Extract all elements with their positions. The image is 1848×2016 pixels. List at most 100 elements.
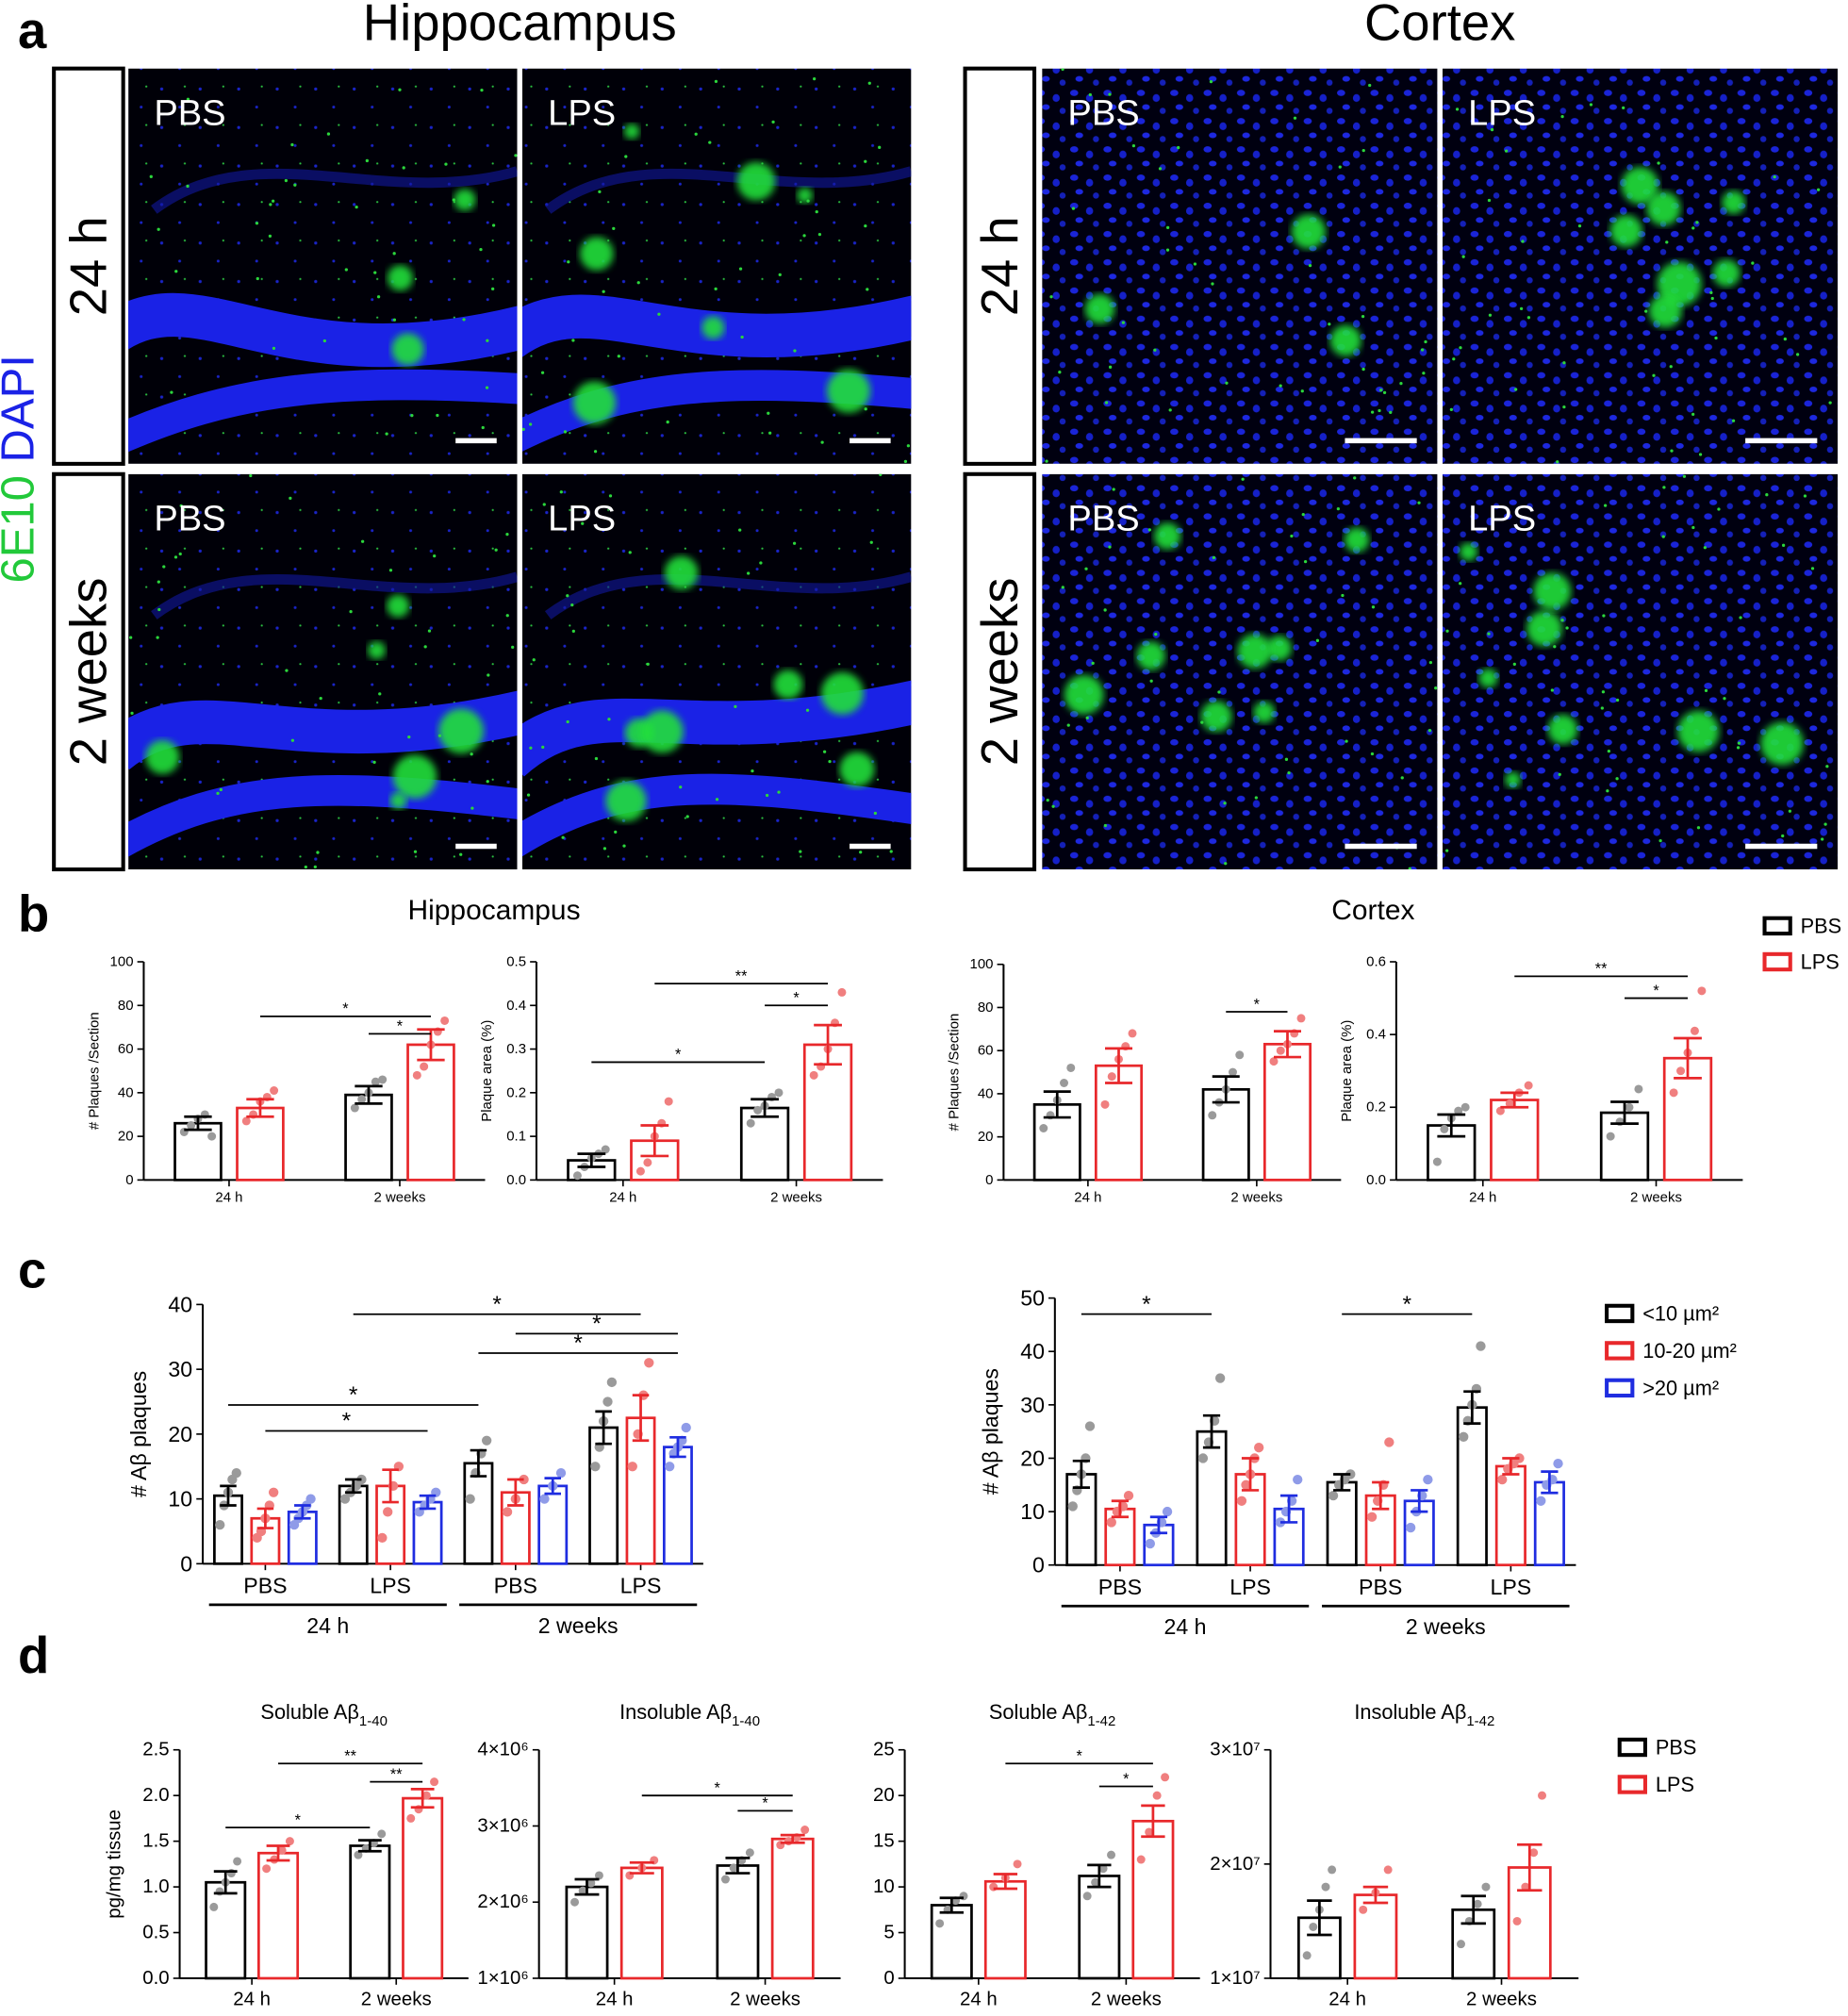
data-point	[1013, 1859, 1022, 1869]
data-point	[1293, 1474, 1303, 1485]
speck	[1400, 776, 1404, 780]
cell-layer-faint	[544, 571, 912, 620]
treatment-label: LPS	[548, 500, 616, 539]
micrograph-content	[128, 473, 518, 869]
bar	[1296, 1916, 1342, 1980]
y-tick-label: 20	[978, 1129, 994, 1145]
speck	[479, 247, 483, 252]
data-point	[1457, 1940, 1465, 1949]
speck	[491, 287, 495, 290]
data-point	[1328, 1490, 1339, 1501]
speck	[1606, 789, 1609, 793]
legend-label: LPS	[1656, 1773, 1694, 1796]
significance-label: *	[342, 1409, 352, 1434]
speck	[1781, 543, 1786, 547]
error-bar	[507, 1478, 524, 1507]
speck	[1382, 390, 1387, 394]
speck	[186, 97, 190, 101]
y-tick-label: 40	[978, 1085, 994, 1101]
data-point	[1084, 1421, 1096, 1431]
speck	[657, 312, 661, 316]
chart-title: Insoluble Aβ1-42	[1354, 1700, 1494, 1729]
plaque	[640, 710, 684, 753]
y-tick-label: 100	[110, 953, 134, 969]
data-point	[643, 1158, 652, 1167]
cell-layer	[128, 369, 518, 453]
speck	[255, 222, 259, 225]
chart-title: Soluble Aβ1-40	[260, 1700, 387, 1729]
significance-label: *	[592, 1312, 602, 1337]
significance-label: *	[342, 1000, 349, 1017]
y-tick-label: 0.2	[1366, 1099, 1386, 1115]
group-label: 2 weeks	[1406, 1614, 1486, 1639]
speck	[1487, 198, 1492, 203]
plaque	[1344, 527, 1370, 553]
data-point	[1241, 1479, 1251, 1490]
speck	[319, 697, 322, 701]
speck	[1085, 716, 1089, 719]
speck	[1328, 322, 1331, 326]
y-tick-label: 60	[118, 1041, 134, 1057]
error-bar	[382, 1468, 399, 1504]
plaque	[701, 316, 725, 339]
speck	[1695, 221, 1699, 224]
data-point	[1459, 1431, 1469, 1443]
x-tick-label: PBS	[1098, 1575, 1142, 1599]
speck	[864, 224, 867, 228]
data-point	[187, 1121, 196, 1131]
speck	[485, 386, 489, 389]
speck	[1828, 401, 1832, 405]
speck	[1428, 660, 1433, 665]
chart: 0 5 10 15 20 25 Soluble Aβ1-42 24 h 2 weeks * *	[873, 1700, 1200, 2010]
bar	[1131, 1819, 1175, 1980]
speck	[903, 459, 908, 464]
y-tick-label: 0.0	[1366, 1172, 1386, 1188]
plaque	[605, 780, 647, 822]
speck	[1046, 799, 1049, 802]
speck	[1290, 534, 1294, 538]
speck	[157, 227, 160, 231]
speck	[594, 756, 599, 761]
error-bar	[1674, 1036, 1702, 1080]
data-point	[1060, 1078, 1069, 1087]
speck	[162, 565, 166, 569]
speck	[178, 552, 182, 556]
chart-title-main: Insoluble Aβ	[619, 1700, 732, 1724]
speck	[567, 260, 570, 264]
error-bar	[1202, 1413, 1221, 1449]
speck	[1424, 339, 1427, 344]
y-axis-label: Plaque area (%)	[1339, 1020, 1355, 1122]
y-tick-label: 0.4	[506, 998, 526, 1014]
speck	[571, 629, 575, 633]
plaque	[1533, 572, 1572, 610]
data-point	[627, 1462, 637, 1472]
section-title: Hippocampus	[408, 895, 581, 926]
speck	[494, 548, 498, 552]
speck	[859, 851, 863, 854]
error-bar	[1517, 1842, 1543, 1892]
significance-label: **	[344, 1748, 356, 1765]
speck	[392, 318, 397, 322]
speck	[778, 273, 782, 277]
y-tick-label: 1×10⁶	[477, 1968, 528, 1989]
data-point	[1254, 1442, 1264, 1453]
speck	[1338, 165, 1342, 169]
cell-layer	[128, 775, 518, 857]
y-tick-label: 25	[873, 1740, 895, 1760]
significance-label: **	[390, 1766, 403, 1783]
data-point	[378, 1075, 388, 1084]
speck	[714, 287, 718, 290]
plaque	[572, 381, 617, 424]
y-tick-label: 2.0	[142, 1785, 169, 1806]
plaque	[797, 187, 813, 204]
speck	[385, 432, 388, 436]
plaque	[1609, 214, 1642, 247]
speck	[624, 155, 628, 158]
data-point	[1495, 1106, 1505, 1115]
speck	[817, 232, 822, 237]
speck	[740, 335, 744, 339]
data-point	[1669, 1088, 1678, 1098]
speck	[1361, 367, 1365, 372]
speck	[1556, 460, 1559, 464]
